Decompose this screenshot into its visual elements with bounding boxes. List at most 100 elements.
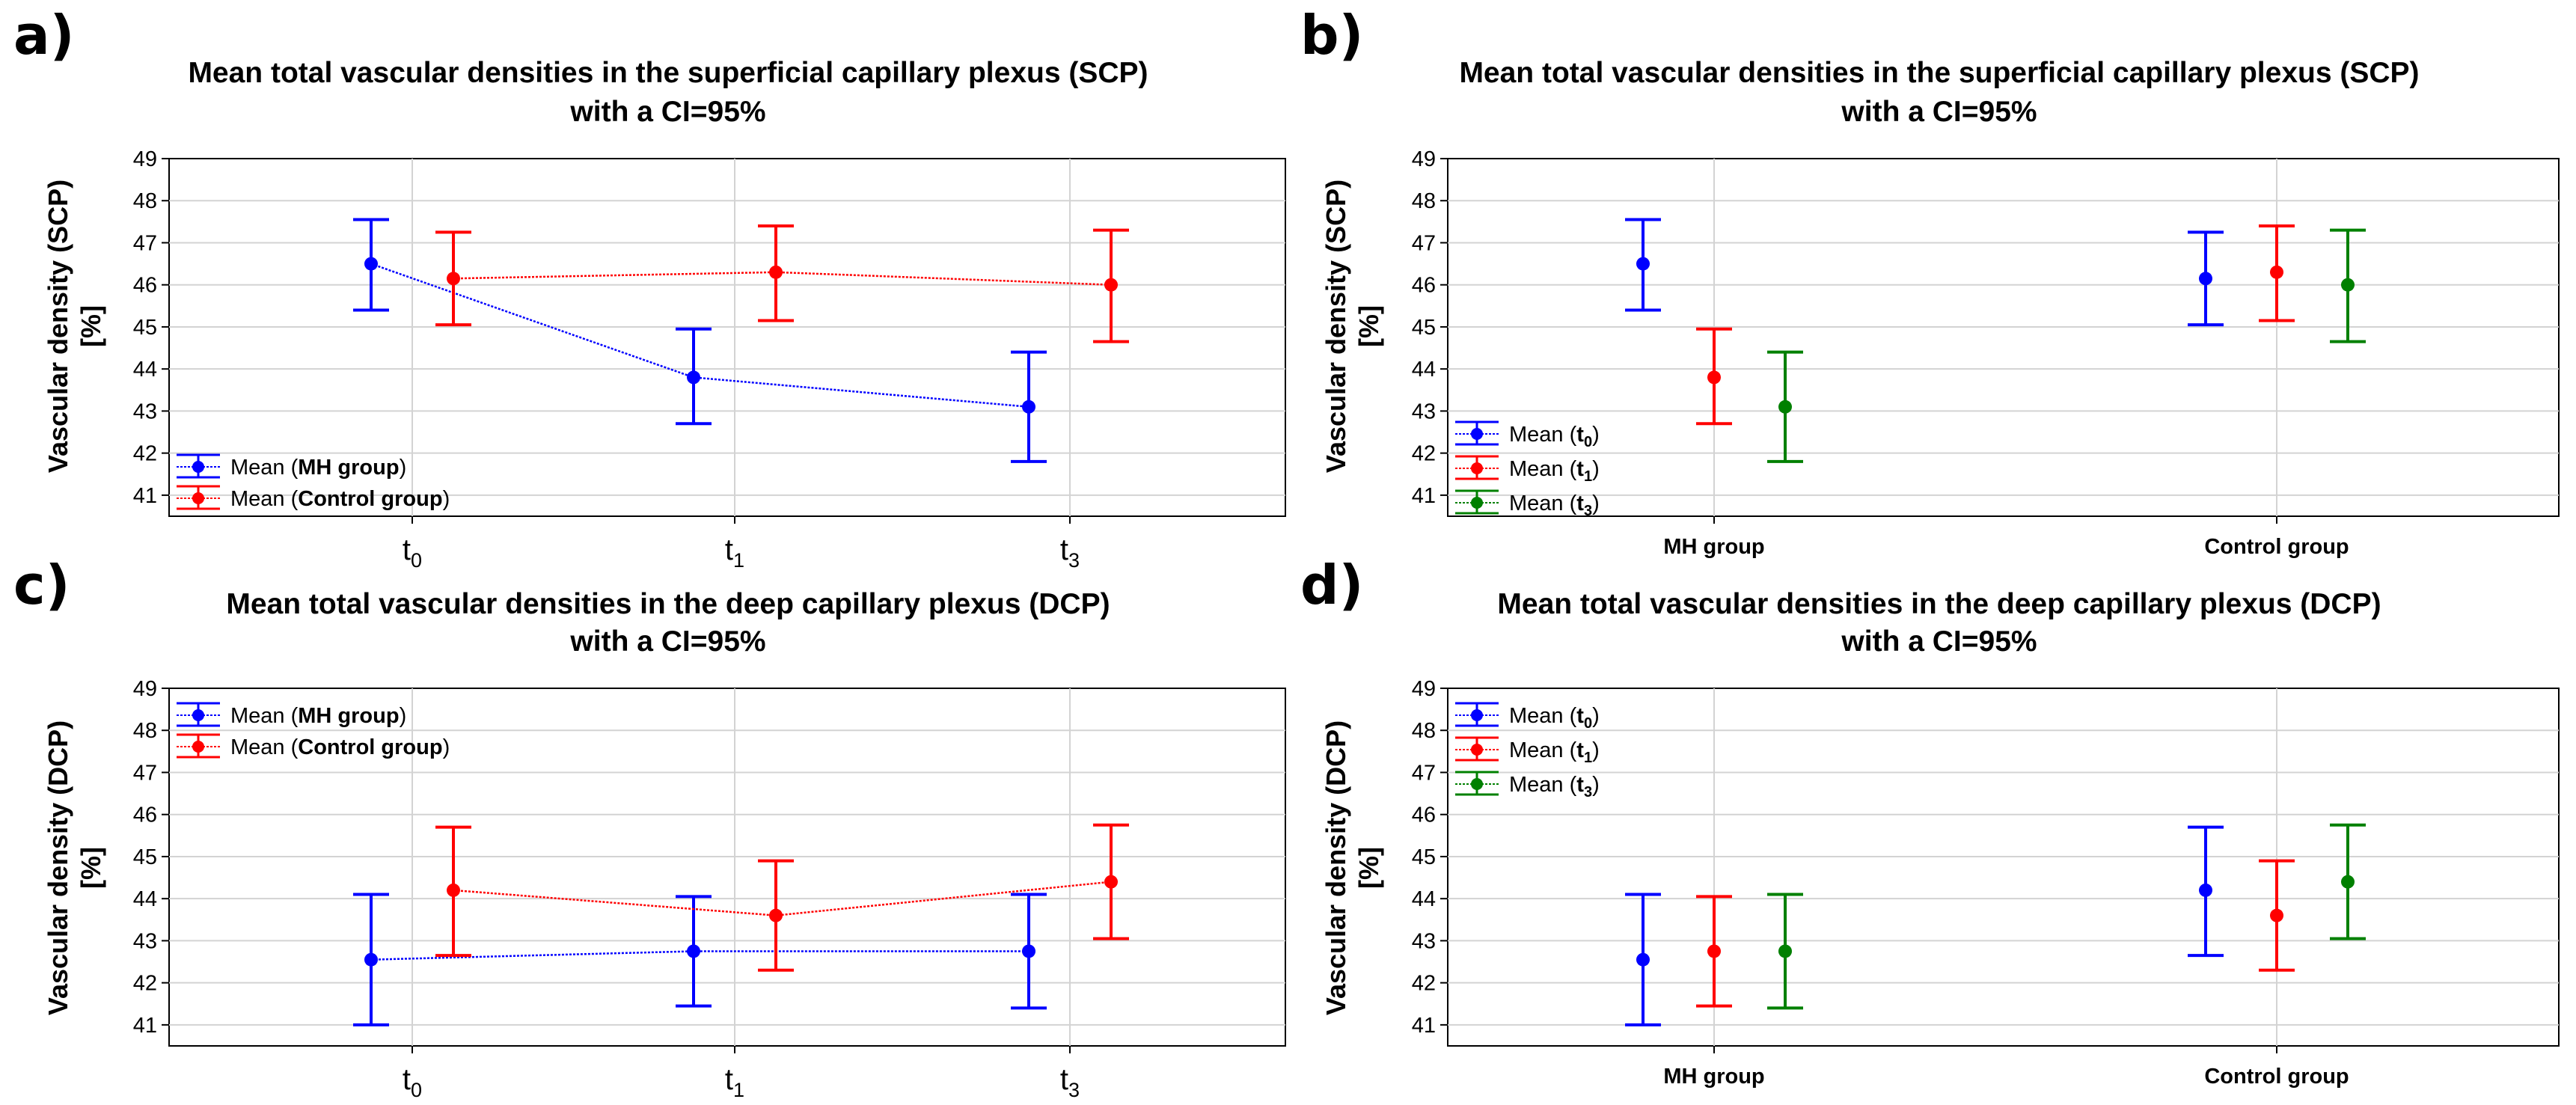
y-axis-label-line-2: [%] bbox=[76, 847, 106, 889]
y-tick-label: 44 bbox=[1412, 358, 1436, 382]
legend-label: Mean (t0) bbox=[1509, 423, 1600, 450]
y-tick-label: 45 bbox=[133, 316, 157, 340]
legend-symbol-dot bbox=[1471, 497, 1483, 509]
legend: Mean (MH group)Mean (Control group) bbox=[177, 702, 450, 759]
mean-point bbox=[2270, 265, 2283, 279]
panel-c: c) Mean total vascular densities in the d… bbox=[13, 554, 1286, 1101]
legend-name: Mean bbox=[1509, 704, 1564, 728]
legend-label: Mean (t0) bbox=[1509, 704, 1600, 732]
legend-label: Mean (t1) bbox=[1509, 738, 1600, 766]
mean-point bbox=[1707, 370, 1721, 385]
y-tick-label: 41 bbox=[133, 484, 157, 508]
mean-point bbox=[2270, 908, 2283, 922]
mean-point bbox=[2341, 875, 2355, 889]
legend-time-subscript: 1 bbox=[1584, 750, 1592, 766]
y-tick-label: 47 bbox=[1412, 761, 1436, 785]
series-2 bbox=[1767, 228, 2366, 463]
panel-a: a) Mean total vascular densities in the s… bbox=[13, 4, 1286, 572]
legend-symbol-dot bbox=[1471, 462, 1483, 474]
y-axis-label: Vascular density (SCP) [%] bbox=[43, 180, 106, 473]
x-tick-label: t1 bbox=[725, 1063, 744, 1101]
y-axis-label: Vascular density (DCP) [%] bbox=[43, 720, 106, 1015]
y-tick-label: 47 bbox=[133, 761, 157, 785]
legend-item: Mean (MH group) bbox=[177, 453, 407, 480]
legend-name: Mean bbox=[1509, 773, 1564, 797]
y-tick-label: 49 bbox=[1412, 147, 1436, 171]
legend-paren: ( bbox=[285, 735, 299, 759]
legend-group: MH group bbox=[298, 704, 399, 728]
y-tick-label: 45 bbox=[133, 845, 157, 869]
y-tick-label: 49 bbox=[133, 147, 157, 171]
legend-label: Mean (Control group) bbox=[230, 487, 450, 511]
y-tick-label: 46 bbox=[1412, 804, 1436, 827]
y-tick-label: 48 bbox=[1412, 719, 1436, 743]
x-tick-base: t bbox=[403, 1063, 411, 1096]
x-tick-label: Control group bbox=[2204, 1065, 2349, 1089]
legend-item: Mean (Control group) bbox=[177, 485, 450, 511]
legend-paren: ) bbox=[1592, 492, 1600, 515]
legend: Mean (t0)Mean (t1)Mean (t3) bbox=[1455, 420, 1600, 519]
legend-paren: ( bbox=[285, 704, 299, 728]
y-tick-label: 44 bbox=[133, 887, 157, 911]
legend-paren: ) bbox=[1592, 738, 1600, 762]
mean-point bbox=[1104, 875, 1118, 889]
series-1 bbox=[435, 224, 1129, 343]
legend-name: Mean bbox=[1509, 738, 1564, 762]
y-tick-label: 42 bbox=[1412, 442, 1436, 466]
series-1 bbox=[1696, 859, 2295, 1008]
y-axis-label: Vascular density (DCP) [%] bbox=[1321, 720, 1384, 1015]
mean-point bbox=[447, 272, 460, 286]
y-tick-label: 47 bbox=[133, 231, 157, 255]
mean-point bbox=[1636, 257, 1650, 271]
mean-point bbox=[447, 883, 460, 897]
plot-area bbox=[168, 688, 1286, 1047]
y-tick-label: 41 bbox=[1412, 1014, 1436, 1038]
panel-letter: d) bbox=[1300, 554, 1363, 616]
legend-item: Mean (Control group) bbox=[177, 733, 450, 759]
y-tick-label: 47 bbox=[1412, 231, 1436, 255]
chart-title-line-1: Mean total vascular densities in the sup… bbox=[188, 57, 1148, 89]
legend-paren: ( bbox=[285, 456, 299, 480]
legend-symbol-dot bbox=[192, 461, 204, 473]
legend-time: t bbox=[1576, 492, 1584, 515]
legend-time: t bbox=[1576, 704, 1584, 728]
panel-letter: b) bbox=[1300, 4, 1363, 67]
legend-group: Control group bbox=[298, 487, 442, 511]
legend-paren: ( bbox=[1564, 457, 1577, 481]
legend: Mean (t0)Mean (t1)Mean (t3) bbox=[1455, 702, 1600, 801]
plot-area bbox=[1447, 158, 2560, 517]
mean-point bbox=[1022, 400, 1035, 414]
legend-item: Mean (t1) bbox=[1455, 455, 1600, 485]
legend-paren: ) bbox=[400, 456, 407, 480]
x-tick-subscript: 1 bbox=[733, 549, 744, 572]
mean-point bbox=[1104, 278, 1118, 292]
mean-point bbox=[1022, 944, 1035, 958]
panel-letter: c) bbox=[13, 554, 70, 616]
x-tick-label: t3 bbox=[1060, 1063, 1080, 1101]
panel-d: d) Mean total vascular densities in the d… bbox=[1300, 554, 2560, 1089]
legend-paren: ( bbox=[1564, 738, 1577, 762]
legend-label: Mean (t3) bbox=[1509, 773, 1600, 801]
legend-paren: ( bbox=[1564, 492, 1577, 515]
legend-item: Mean (t0) bbox=[1455, 702, 1600, 732]
x-tick-label: t0 bbox=[403, 1063, 422, 1101]
mean-point bbox=[1778, 400, 1792, 414]
y-tick-label: 48 bbox=[133, 189, 157, 213]
legend-name: Mean bbox=[230, 704, 285, 728]
legend-time-subscript: 0 bbox=[1584, 715, 1592, 732]
legend-paren: ) bbox=[1592, 423, 1600, 447]
x-tick-base: t bbox=[725, 1063, 733, 1096]
legend-name: Mean bbox=[230, 735, 285, 759]
x-tick-subscript: 3 bbox=[1068, 1079, 1080, 1101]
y-axis-label: Vascular density (SCP) [%] bbox=[1321, 180, 1384, 473]
legend-paren: ) bbox=[1592, 457, 1600, 481]
legend-paren: ) bbox=[400, 704, 407, 728]
y-tick-label: 42 bbox=[133, 442, 157, 466]
x-tick-subscript: 1 bbox=[733, 1079, 744, 1101]
legend-item: Mean (t3) bbox=[1455, 771, 1600, 801]
legend-label: Mean (MH group) bbox=[230, 704, 406, 728]
legend-item: Mean (t1) bbox=[1455, 736, 1600, 766]
legend-time: t bbox=[1576, 423, 1584, 447]
y-tick-label: 41 bbox=[1412, 484, 1436, 508]
series-0 bbox=[353, 218, 1047, 463]
